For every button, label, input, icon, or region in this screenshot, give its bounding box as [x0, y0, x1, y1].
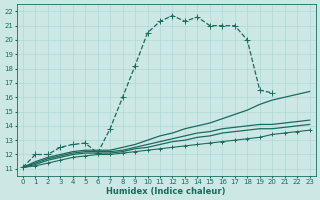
X-axis label: Humidex (Indice chaleur): Humidex (Indice chaleur) — [107, 187, 226, 196]
